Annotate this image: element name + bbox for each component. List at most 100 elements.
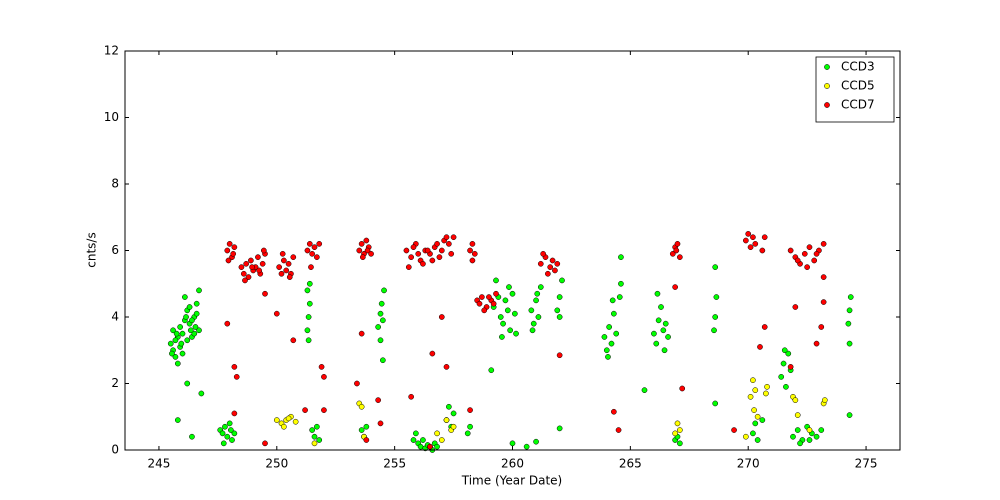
point <box>787 364 794 370</box>
point <box>528 307 535 314</box>
point <box>761 324 768 330</box>
point <box>742 237 749 244</box>
point <box>311 244 318 251</box>
point <box>509 440 516 447</box>
point <box>641 387 648 393</box>
point <box>794 257 801 264</box>
point <box>790 433 796 440</box>
point <box>752 420 759 427</box>
point <box>450 234 457 241</box>
point <box>415 250 422 257</box>
point <box>403 247 410 254</box>
point <box>662 320 669 327</box>
point <box>184 380 191 387</box>
point <box>429 350 436 357</box>
point <box>669 250 676 257</box>
point <box>285 260 292 267</box>
point <box>314 254 320 260</box>
point <box>846 412 853 418</box>
point <box>375 397 381 403</box>
point <box>750 377 756 384</box>
point <box>172 354 179 360</box>
legend-label: CCD5 <box>841 79 875 93</box>
legend-marker <box>824 83 830 89</box>
point <box>227 427 234 433</box>
point <box>249 264 255 270</box>
point <box>255 254 261 260</box>
point <box>318 364 325 370</box>
y-tick-label: 8 <box>111 177 119 191</box>
point <box>413 430 419 437</box>
point <box>512 310 518 317</box>
point <box>655 317 662 324</box>
point <box>308 264 314 270</box>
point <box>506 284 512 290</box>
point <box>309 427 316 433</box>
point <box>436 254 443 260</box>
point <box>314 423 320 430</box>
point <box>306 300 313 307</box>
point <box>820 241 827 247</box>
point <box>321 407 327 413</box>
point <box>231 364 238 370</box>
point <box>226 241 233 247</box>
point <box>363 437 370 443</box>
point <box>806 427 813 433</box>
y-axis-label: cnts/s <box>85 232 99 267</box>
point <box>179 330 186 337</box>
point <box>537 284 544 290</box>
point <box>377 337 384 344</box>
point <box>672 430 678 437</box>
point <box>797 440 803 447</box>
point <box>443 417 450 423</box>
point <box>427 443 433 450</box>
point <box>651 330 657 337</box>
point <box>476 300 483 307</box>
point <box>500 320 506 327</box>
point <box>747 244 754 251</box>
y-tick-label: 4 <box>111 310 119 324</box>
point <box>229 437 235 443</box>
point <box>191 330 198 337</box>
point <box>306 280 313 287</box>
series-points <box>273 377 828 447</box>
point <box>321 374 327 380</box>
point <box>611 408 617 415</box>
point <box>609 297 616 304</box>
point <box>420 260 426 267</box>
point <box>540 250 546 257</box>
point <box>283 267 290 274</box>
point <box>559 277 565 284</box>
point <box>224 320 231 327</box>
point <box>187 327 194 334</box>
point <box>469 241 476 247</box>
point <box>677 254 683 260</box>
point <box>290 254 297 260</box>
point <box>242 277 248 284</box>
point <box>751 407 757 413</box>
point <box>554 307 561 314</box>
point <box>783 383 789 390</box>
point <box>354 380 360 387</box>
point <box>672 284 678 290</box>
point <box>763 390 769 397</box>
point <box>661 347 668 354</box>
point <box>290 337 297 344</box>
point <box>806 437 813 443</box>
point <box>535 314 542 320</box>
point <box>306 241 313 247</box>
y-tick-label: 6 <box>111 243 119 257</box>
point <box>375 324 381 330</box>
point <box>534 290 541 297</box>
series-points <box>167 254 854 453</box>
point <box>276 264 283 270</box>
point <box>673 247 680 254</box>
x-tick-label: 275 <box>855 457 878 471</box>
point <box>545 270 551 277</box>
point <box>285 415 292 422</box>
point <box>169 350 175 357</box>
x-axis-label: Time (Year Date) <box>461 474 562 488</box>
point <box>813 433 820 440</box>
point <box>616 294 623 300</box>
point <box>420 437 426 443</box>
